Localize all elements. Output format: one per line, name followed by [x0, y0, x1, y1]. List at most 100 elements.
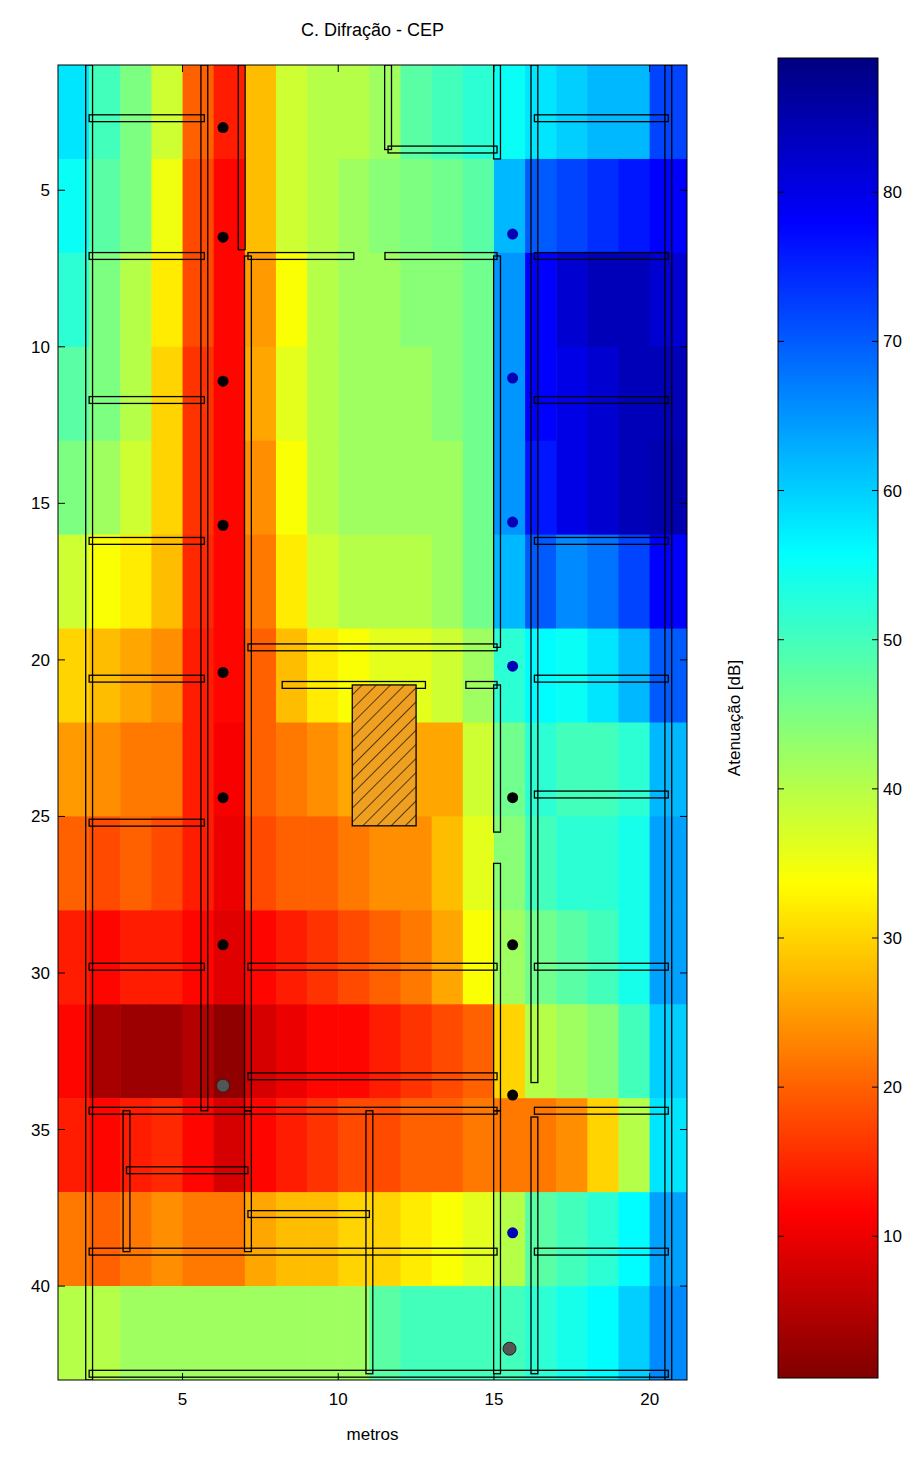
- heat-cell: [120, 1192, 152, 1287]
- heat-cell: [463, 1004, 495, 1099]
- colorbar-tick: [872, 192, 878, 193]
- heat-cell: [120, 723, 152, 818]
- wall: [89, 1107, 497, 1114]
- wall: [534, 963, 668, 970]
- heat-cell: [369, 1286, 401, 1380]
- heat-cell: [307, 441, 339, 536]
- heat-cell: [89, 159, 121, 254]
- heat-cell: [58, 816, 90, 911]
- heat-cell: [618, 347, 650, 442]
- colorbar-tick: [872, 1087, 878, 1088]
- heat-cell: [183, 816, 215, 911]
- heat-cell: [89, 441, 121, 536]
- heat-cell: [494, 629, 526, 724]
- colorbar-tick-label: 80: [883, 183, 902, 202]
- heat-cell: [151, 816, 183, 911]
- heat-cell: [151, 1098, 183, 1193]
- wall: [248, 253, 354, 260]
- heat-cell: [494, 1004, 526, 1099]
- heat-cell: [151, 1192, 183, 1287]
- heat-cell: [245, 629, 277, 724]
- heat-cell: [89, 1286, 121, 1380]
- heat-cell: [525, 1098, 557, 1193]
- heat-cell: [525, 441, 557, 536]
- heat-cell: [587, 1286, 619, 1380]
- heat-cell: [401, 253, 433, 348]
- y-tick: [58, 503, 65, 504]
- wall: [89, 537, 204, 544]
- heat-cell: [214, 535, 246, 630]
- heat-cell: [369, 1004, 401, 1099]
- heat-cell: [89, 910, 121, 1005]
- heat-cell: [432, 159, 464, 254]
- colorbar-tick: [872, 490, 878, 491]
- heat-cell: [618, 535, 650, 630]
- heat-cell: [120, 1004, 152, 1099]
- heat-cell: [525, 1004, 557, 1099]
- wall: [534, 791, 668, 798]
- heat-cell: [245, 816, 277, 911]
- wall: [201, 65, 208, 1111]
- heat-cell: [463, 1286, 495, 1380]
- measurement-point: [218, 232, 229, 243]
- heat-cell: [245, 159, 277, 254]
- y-tick-label: 10: [31, 338, 50, 357]
- heat-cell: [307, 1004, 339, 1099]
- heat-cell: [556, 1098, 588, 1193]
- colorbar-tick-label: 40: [883, 780, 902, 799]
- heat-cell: [556, 1192, 588, 1287]
- heat-cell: [214, 910, 246, 1005]
- heat-cell: [276, 629, 308, 724]
- heat-cell: [401, 159, 433, 254]
- wall: [385, 253, 497, 260]
- heat-cell: [587, 253, 619, 348]
- heat-cell: [58, 1192, 90, 1287]
- heat-cell: [369, 816, 401, 911]
- wall: [494, 65, 501, 159]
- colorbar-tick-label: 10: [883, 1227, 902, 1246]
- chart: C. Difração - CEP5101520metros5101520253…: [0, 0, 923, 1466]
- source: [217, 1079, 230, 1092]
- heat-cell: [276, 1286, 308, 1380]
- measurement-point: [507, 229, 518, 240]
- heat-cell: [556, 723, 588, 818]
- heat-cell: [525, 910, 557, 1005]
- y-tick: [58, 659, 65, 660]
- heat-cell: [307, 910, 339, 1005]
- plot-area: [58, 65, 687, 1380]
- heat-cell: [432, 347, 464, 442]
- heat-cell: [556, 347, 588, 442]
- y-tick-label: 20: [31, 651, 50, 670]
- heat-cell: [307, 253, 339, 348]
- heat-cell: [525, 65, 557, 160]
- heat-cell: [338, 441, 370, 536]
- heat-cell: [58, 723, 90, 818]
- y-tick: [58, 190, 65, 191]
- heat-cell: [276, 723, 308, 818]
- x-tick-label: 15: [484, 1390, 503, 1409]
- heat-cell: [183, 1192, 215, 1287]
- wall: [534, 1248, 668, 1255]
- heat-cell: [214, 1098, 246, 1193]
- heat-cell: [307, 535, 339, 630]
- heat-cell: [120, 816, 152, 911]
- heat-cell: [525, 1192, 557, 1287]
- colorbar-tick: [872, 788, 878, 789]
- heat-cell: [245, 441, 277, 536]
- heat-cell: [556, 816, 588, 911]
- heat-cell: [58, 535, 90, 630]
- heat-cell: [120, 441, 152, 536]
- x-tick-label: 20: [640, 1390, 659, 1409]
- heat-cell: [618, 1004, 650, 1099]
- wall: [89, 819, 204, 826]
- pillar: [352, 685, 416, 826]
- heat-cell: [276, 347, 308, 442]
- wall: [89, 963, 204, 970]
- heat-cell: [556, 65, 588, 160]
- heat-cell: [432, 1286, 464, 1380]
- heat-cell: [183, 347, 215, 442]
- y-tick: [680, 503, 687, 504]
- heat-cell: [463, 535, 495, 630]
- heat-cell: [650, 253, 687, 348]
- heat-cell: [214, 347, 246, 442]
